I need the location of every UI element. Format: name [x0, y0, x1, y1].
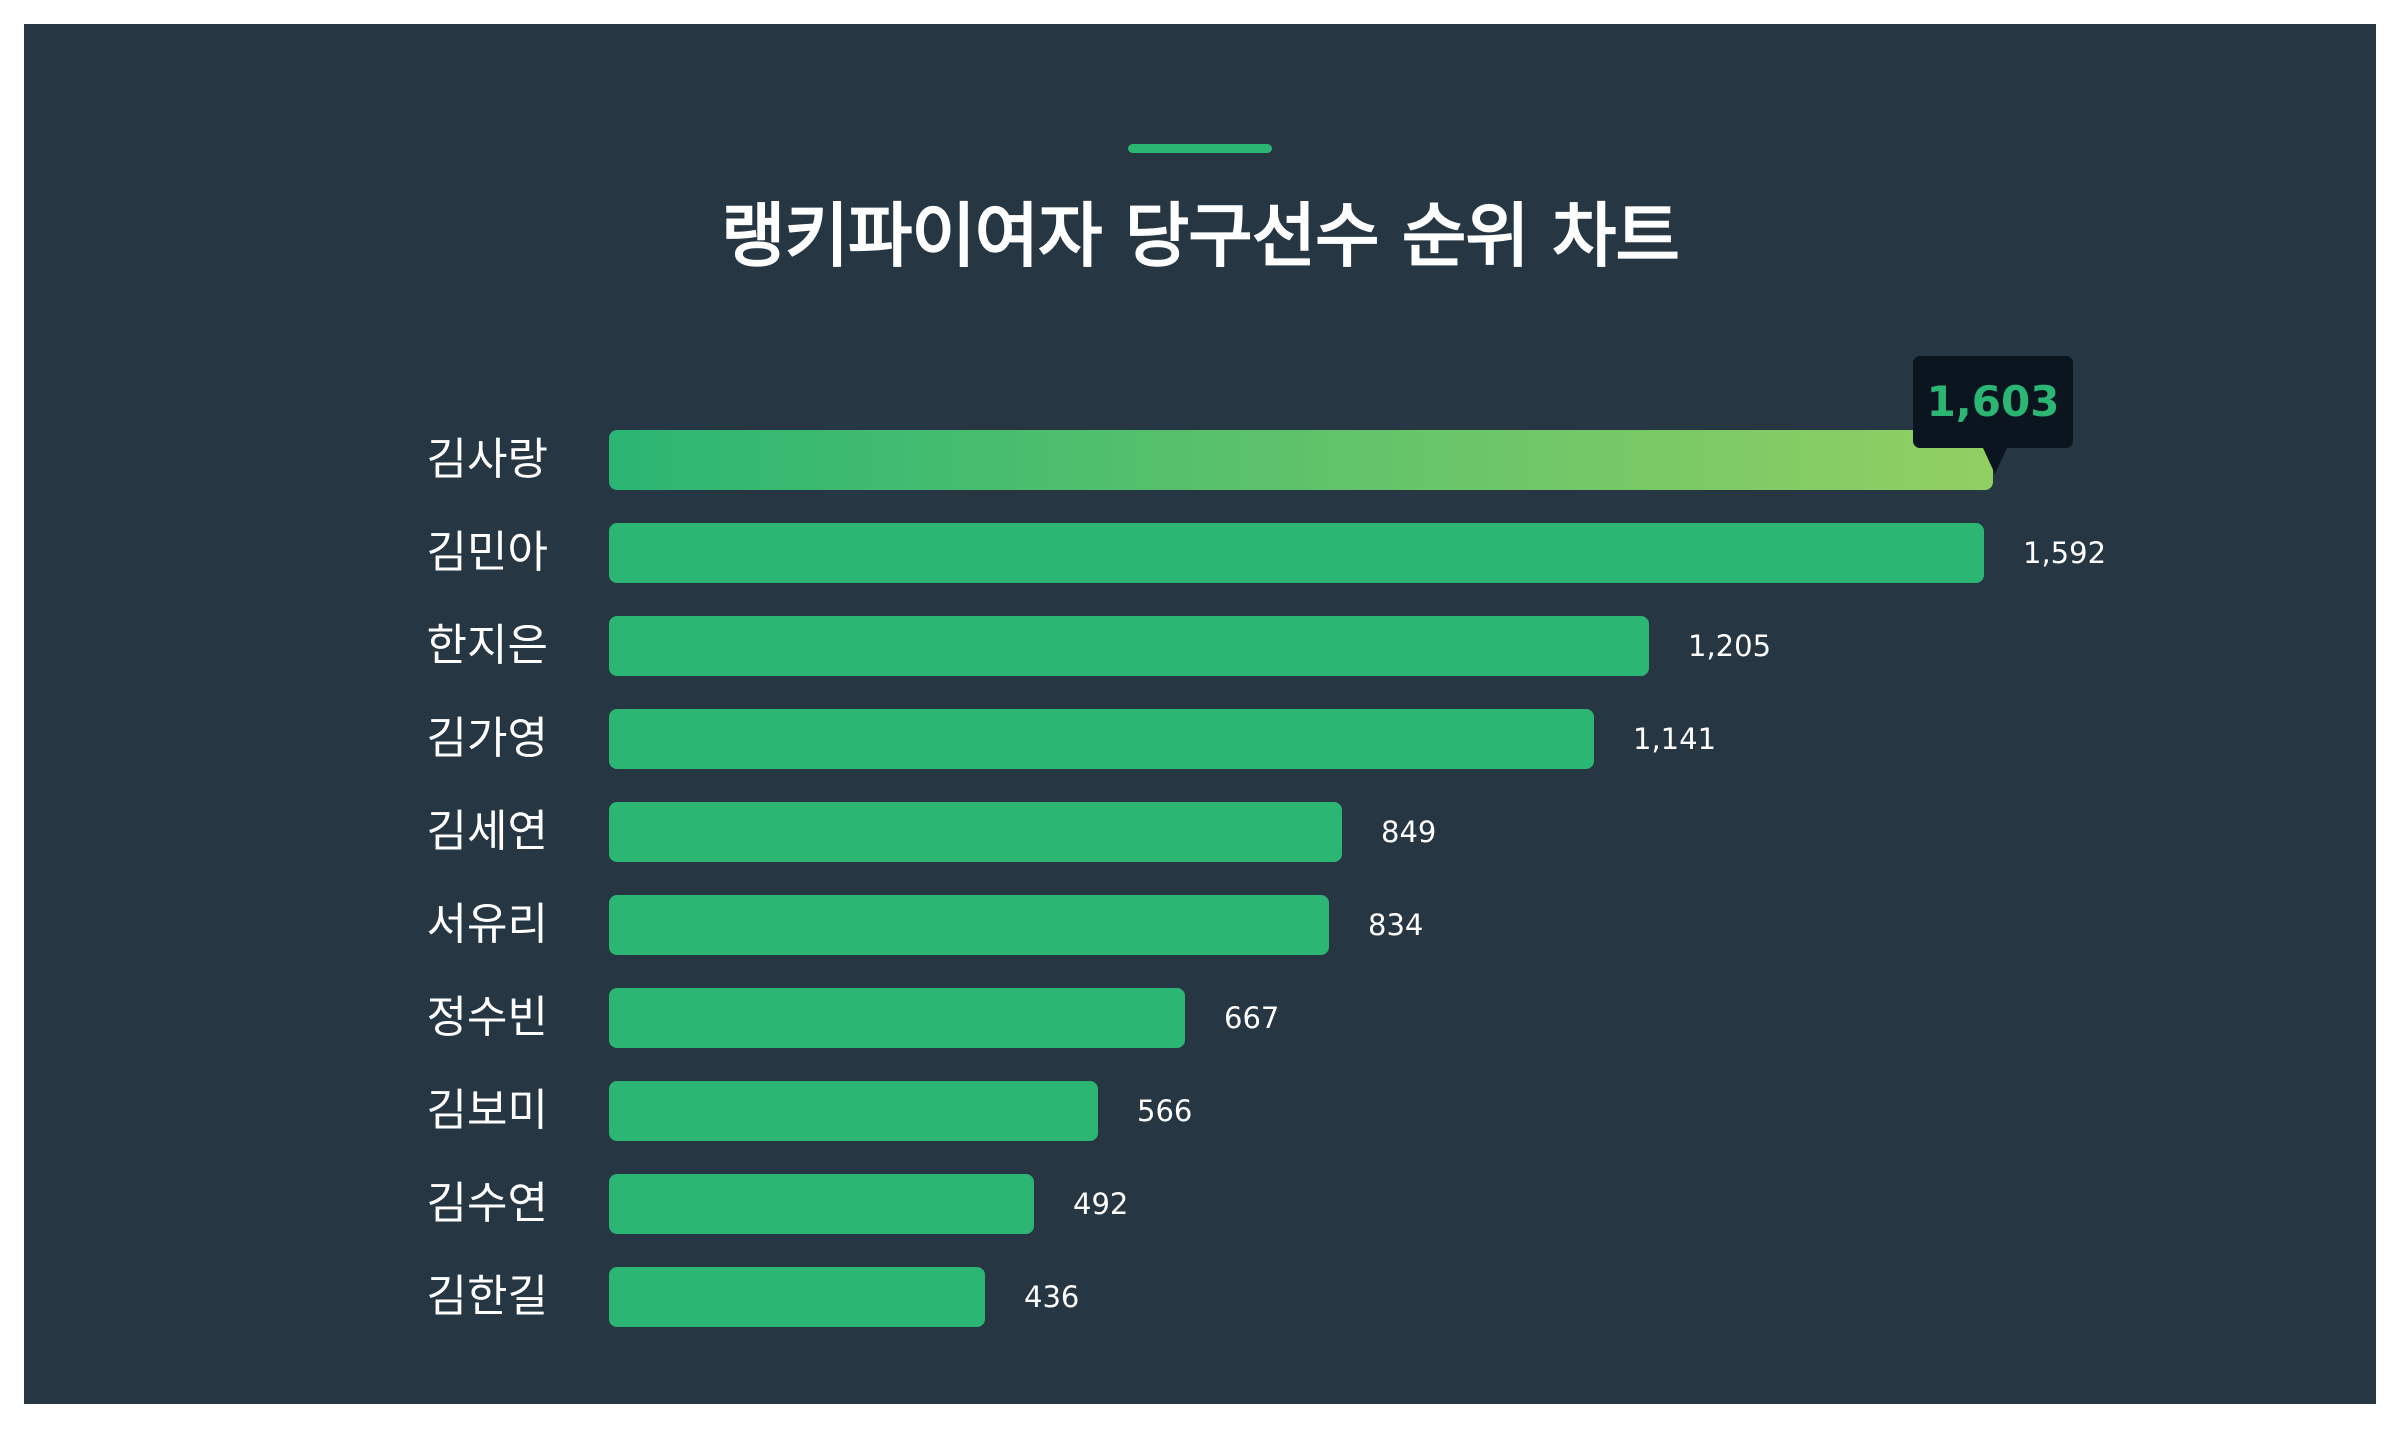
- bar-label: 김보미: [426, 1085, 548, 1136]
- bar-label: 정수빈: [426, 992, 548, 1043]
- bar[interactable]: [609, 988, 1185, 1048]
- bar-row: 김사랑: [0, 430, 2400, 490]
- bar[interactable]: [609, 1081, 1098, 1141]
- bar[interactable]: [609, 616, 1649, 676]
- tooltip-pointer-icon: [1983, 448, 2007, 474]
- bar-label: 김민아: [426, 527, 548, 578]
- bar-label: 김한길: [426, 1271, 548, 1322]
- bar-value-label: 436: [1024, 1280, 1080, 1314]
- bar[interactable]: [609, 523, 1984, 583]
- bar-value-label: 566: [1137, 1094, 1193, 1128]
- bar-row: 서유리 834: [0, 895, 2400, 955]
- bar-row: 한지은 1,205: [0, 616, 2400, 676]
- bar-value-label: 1,205: [1688, 629, 1772, 663]
- bar-row: 김수연 492: [0, 1174, 2400, 1234]
- bar[interactable]: [609, 1267, 985, 1327]
- bar-row: 김세연 849: [0, 802, 2400, 862]
- bar-value-label: 834: [1368, 908, 1424, 942]
- bar-label: 김가영: [426, 713, 548, 764]
- bar-value-label: 849: [1381, 815, 1437, 849]
- bar[interactable]: [609, 895, 1329, 955]
- bar[interactable]: [609, 802, 1342, 862]
- bar-row: 김한길 436: [0, 1267, 2400, 1327]
- bar[interactable]: [609, 1174, 1034, 1234]
- bar-value-label: 667: [1224, 1001, 1280, 1035]
- title-accent-line: [1128, 144, 1272, 153]
- bar-label: 김수연: [426, 1178, 548, 1229]
- bar-row: 김민아 1,592: [0, 523, 2400, 583]
- bar-row: 김가영 1,141: [0, 709, 2400, 769]
- bar-row: 정수빈 667: [0, 988, 2400, 1048]
- bar-value-label: 1,592: [2023, 536, 2107, 570]
- bar[interactable]: [609, 709, 1594, 769]
- chart-title: 랭키파이여자 당구선수 순위 차트: [721, 195, 1680, 277]
- bar-label: 김사랑: [426, 434, 548, 485]
- bar-label: 한지은: [426, 620, 548, 671]
- bar-label: 서유리: [426, 899, 548, 950]
- bar-label: 김세연: [426, 806, 548, 857]
- bar-row: 김보미 566: [0, 1081, 2400, 1141]
- bar-value-label: 492: [1073, 1187, 1129, 1221]
- bar-value-label: 1,141: [1633, 722, 1717, 756]
- tooltip-value: 1,603: [1926, 377, 2060, 426]
- top-value-tooltip: 1,603: [1913, 356, 2073, 474]
- bar[interactable]: [609, 430, 1993, 490]
